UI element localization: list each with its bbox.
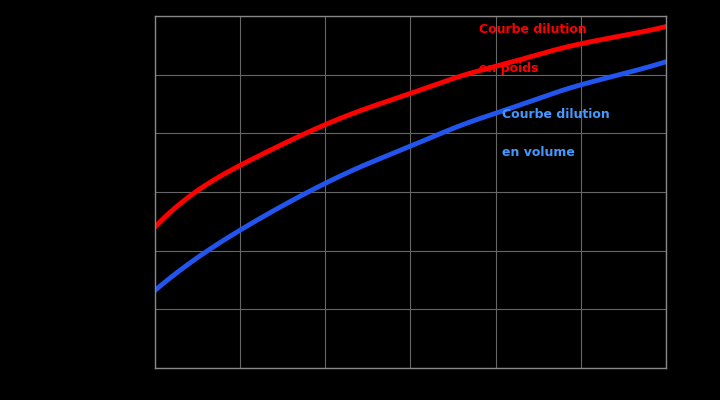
Text: en poids: en poids: [480, 62, 539, 75]
Text: en volume: en volume: [503, 146, 575, 159]
Text: Courbe dilution: Courbe dilution: [480, 23, 588, 36]
Text: Courbe dilution: Courbe dilution: [503, 108, 610, 120]
